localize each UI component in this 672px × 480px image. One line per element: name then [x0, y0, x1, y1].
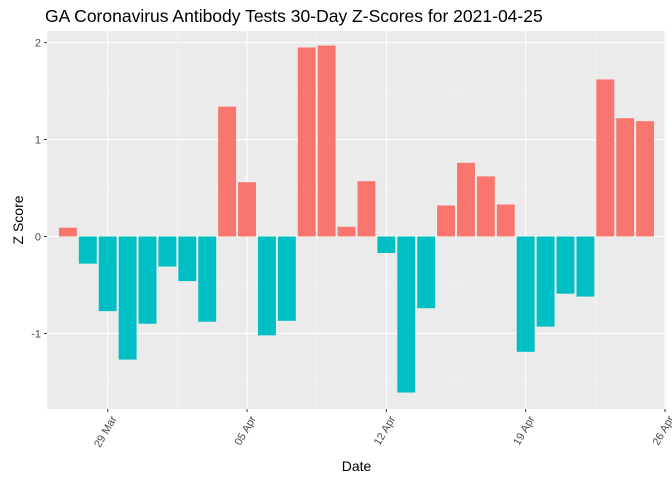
- bar-2021-04-09: [317, 45, 336, 237]
- x-axis-title: Date: [342, 458, 372, 474]
- x-tick-label: 12 Apr: [372, 414, 398, 448]
- x-tick-label: 26 Apr: [651, 414, 672, 448]
- bar-2021-04-10: [337, 226, 356, 237]
- bar-2021-03-29: [98, 236, 117, 312]
- bar-2021-04-17: [476, 176, 495, 237]
- bar-2021-03-31: [138, 236, 157, 324]
- bar-2021-04-22: [576, 236, 595, 297]
- bar-2021-03-27: [58, 227, 77, 237]
- bar-2021-04-20: [536, 236, 555, 327]
- bar-2021-03-30: [118, 236, 137, 360]
- bar-2021-03-28: [78, 236, 97, 264]
- bar-2021-04-24: [616, 118, 635, 237]
- bar-2021-04-01: [158, 236, 177, 267]
- y-axis: -1 0 1 2: [31, 38, 47, 340]
- bar-2021-04-15: [437, 205, 456, 237]
- bar-2021-04-06: [257, 236, 276, 336]
- y-tick-label: -1: [31, 328, 41, 340]
- bar-2021-04-23: [596, 79, 615, 237]
- bar-2021-04-08: [297, 47, 316, 237]
- plot-panel: [47, 31, 666, 409]
- bar-2021-04-14: [417, 236, 436, 309]
- bar-2021-04-25: [636, 121, 655, 237]
- y-tick-label: 1: [35, 135, 41, 147]
- bar-2021-04-03: [198, 236, 217, 322]
- chart-title: GA Coronavirus Antibody Tests 30-Day Z-S…: [45, 6, 543, 26]
- bar-2021-04-11: [357, 181, 376, 237]
- y-tick-label: 0: [35, 231, 41, 243]
- bar-2021-04-16: [457, 162, 475, 237]
- y-tick-label: 2: [35, 38, 41, 50]
- bar-2021-04-04: [218, 106, 237, 237]
- bar-2021-04-21: [556, 236, 575, 294]
- bar-2021-04-19: [516, 236, 535, 352]
- x-axis: 29 Mar 05 Apr 12 Apr 19 Apr 26 Apr: [92, 409, 672, 450]
- bar-2021-04-07: [277, 236, 296, 321]
- bar-2021-04-13: [397, 236, 416, 393]
- x-tick-label: 19 Apr: [511, 414, 537, 448]
- x-tick-label: 05 Apr: [233, 414, 259, 448]
- bar-2021-04-18: [496, 204, 515, 237]
- bar-2021-04-02: [178, 236, 197, 282]
- y-axis-title: Z Score: [10, 195, 26, 244]
- bar-2021-04-05: [238, 182, 256, 237]
- bar-2021-04-12: [377, 236, 396, 253]
- x-tick-label: 29 Mar: [92, 414, 120, 450]
- bars: [58, 45, 655, 393]
